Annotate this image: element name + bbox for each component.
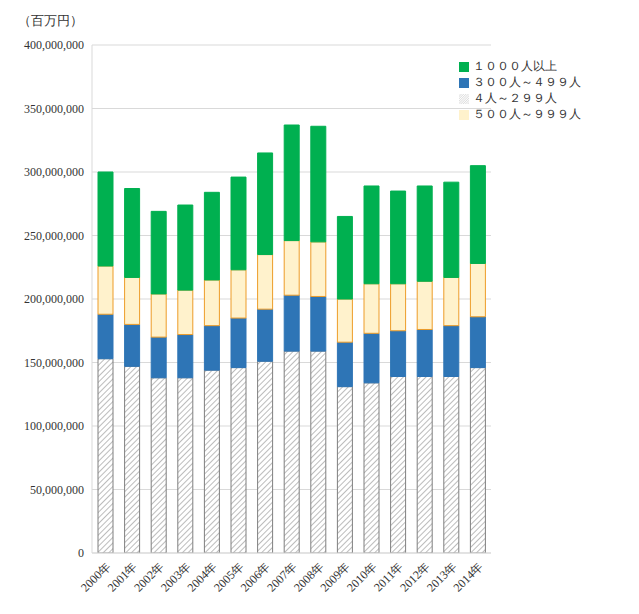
svg-text:2013年: 2013年 [423,559,460,595]
svg-text:50,000,000: 50,000,000 [30,483,84,497]
svg-text:2012年: 2012年 [397,559,433,595]
svg-text:2009年: 2009年 [317,559,353,595]
svg-text:150,000,000: 150,000,000 [24,356,84,370]
svg-text:250,000,000: 250,000,000 [24,229,84,243]
svg-text:2000年: 2000年 [78,559,114,595]
svg-text:2010年: 2010年 [344,559,379,594]
svg-text:2007年: 2007年 [264,559,300,595]
svg-text:400,000,000: 400,000,000 [24,38,84,52]
svg-text:2005年: 2005年 [211,559,247,595]
html-text:５００人～９９９人: ５００人～９９９人 [473,107,581,121]
svg-text:300,000,000: 300,000,000 [24,165,84,179]
html-text:（百万円）: （百万円） [18,13,83,28]
svg-text:2008年: 2008年 [290,559,327,595]
svg-text:2004年: 2004年 [184,559,220,595]
html-text:４人～２９９人: ４人～２９９人 [473,91,557,105]
svg-text:100,000,000: 100,000,000 [24,419,84,433]
svg-text:2006年: 2006年 [237,559,273,595]
svg-text:200,000,000: 200,000,000 [24,292,84,306]
svg-text:0: 0 [78,546,84,560]
svg-text:2002年: 2002年 [131,559,167,595]
html-text:１０００人以上: １０００人以上 [473,59,557,73]
svg-text:2011年: 2011年 [371,559,406,595]
html-text:３００人～４９９人: ３００人～４９９人 [473,75,581,89]
svg-text:2003年: 2003年 [157,559,194,595]
svg-text:2014年: 2014年 [450,559,485,594]
svg-text:350,000,000: 350,000,000 [24,102,84,116]
svg-text:2001年: 2001年 [104,559,140,595]
